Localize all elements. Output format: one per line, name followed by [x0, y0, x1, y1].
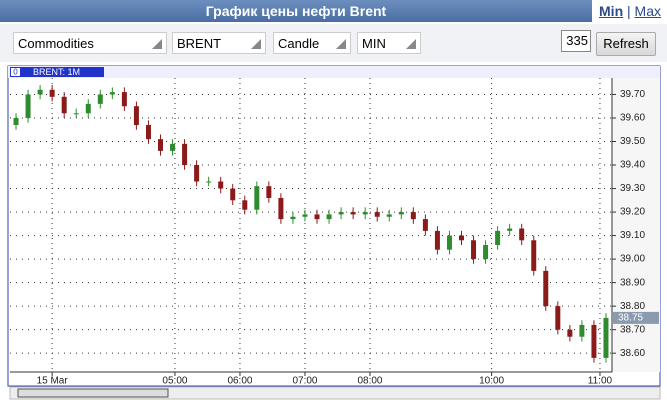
x-tick-label: 11:00 [588, 376, 613, 387]
candle-body [374, 212, 380, 217]
y-tick-label: 38.90 [620, 277, 645, 288]
max-link[interactable]: Max [634, 3, 661, 19]
candle-body [495, 230, 501, 245]
candle-body [446, 235, 452, 250]
candle-body [507, 228, 513, 231]
candle-body [206, 181, 212, 183]
chart-frame [7, 65, 661, 387]
select[interactable]: BRENT [172, 32, 266, 54]
y-tick-label: 39.40 [620, 160, 645, 171]
candle-body [314, 214, 320, 220]
candle-body [97, 94, 103, 104]
select[interactable]: Commodities [13, 32, 167, 54]
x-tick-label: 15 Mar [37, 376, 69, 387]
chart: 0 BRENT: 1M 39.70 39.60 39.50 39.40 39.30 39.… [7, 65, 661, 400]
y-tick-label: 39.10 [620, 230, 645, 241]
candle-body [459, 235, 464, 241]
x-tick-label: 06:00 [227, 376, 252, 387]
scrollbar[interactable] [9, 386, 661, 400]
y-tick-label: 39.50 [620, 136, 645, 147]
y-tick-label: 39.30 [620, 183, 645, 194]
y-tick-label: 39.20 [620, 207, 645, 218]
candle-body [121, 92, 127, 107]
candle-body [543, 270, 549, 307]
candle-body [194, 165, 200, 182]
candle-body [145, 125, 151, 140]
scroll-thumb[interactable] [17, 388, 169, 398]
candle-body [37, 89, 43, 95]
y-tick-label: 39.00 [620, 254, 645, 265]
candle-body [519, 228, 525, 241]
candle-body [61, 96, 67, 114]
count-input[interactable]: 335 [561, 30, 591, 52]
candle-body [13, 117, 19, 126]
y-tick-label: 39.70 [620, 89, 645, 100]
x-tick-label: 08:00 [357, 376, 382, 387]
candle-body [434, 230, 440, 250]
candle-body [350, 212, 356, 215]
links: Min | Max [599, 3, 661, 19]
candle-body [338, 212, 344, 215]
candle-body [266, 186, 272, 198]
last-price-box [613, 311, 659, 324]
candle-body [49, 89, 55, 97]
controls: Commodities BRENT Candle MIN 335 Refresh [0, 24, 667, 62]
candle-body [567, 329, 573, 337]
refresh-button[interactable]: Refresh [596, 32, 656, 56]
candle-body [603, 317, 609, 358]
candle-body [326, 214, 332, 220]
x-tick-label: 05:00 [162, 376, 187, 387]
candle-body [170, 143, 176, 151]
min-link[interactable]: Min [599, 3, 624, 19]
candle-body [471, 240, 477, 260]
candle-body [278, 197, 284, 220]
candle-body [182, 143, 188, 166]
candle-body [579, 324, 585, 337]
select[interactable]: Candle [273, 32, 351, 54]
legend-index-box [11, 68, 20, 76]
header-title: График цены нефти Brent [0, 0, 592, 22]
candle-body [242, 200, 248, 210]
x-tick-label: 07:00 [292, 376, 317, 387]
candle-body [362, 212, 368, 215]
y-tick-label: 38.60 [620, 348, 645, 359]
legend-tab [10, 67, 104, 77]
candle-body [555, 306, 561, 330]
candle-body [422, 219, 428, 231]
legend-index: 0 [13, 68, 18, 77]
y-tick-label: 39.60 [620, 113, 645, 124]
candle-body [254, 186, 260, 210]
candle-body [109, 92, 115, 95]
candle-body [290, 216, 296, 220]
candle-body [591, 324, 597, 358]
candle-body [218, 181, 224, 189]
candle-body [302, 214, 308, 217]
candle-body [73, 113, 79, 115]
candle-body [25, 94, 31, 118]
candle-body [531, 240, 537, 271]
candle-body [133, 106, 139, 126]
legend-strip [8, 66, 660, 78]
candle-body [410, 212, 416, 220]
legend: BRENT: 1M [33, 67, 80, 77]
candle-body [386, 214, 392, 217]
candle-body [85, 103, 91, 114]
x-tick-label: 10:00 [479, 376, 504, 387]
candle-body [230, 188, 236, 201]
y-tick-label: 38.80 [620, 301, 645, 312]
candle-body [158, 139, 163, 151]
select[interactable]: MIN [357, 32, 421, 54]
candle-body [483, 244, 489, 260]
last-price-label: 38.75 [618, 313, 643, 324]
candle-body [398, 212, 404, 215]
y-tick-label: 38.70 [620, 324, 645, 335]
